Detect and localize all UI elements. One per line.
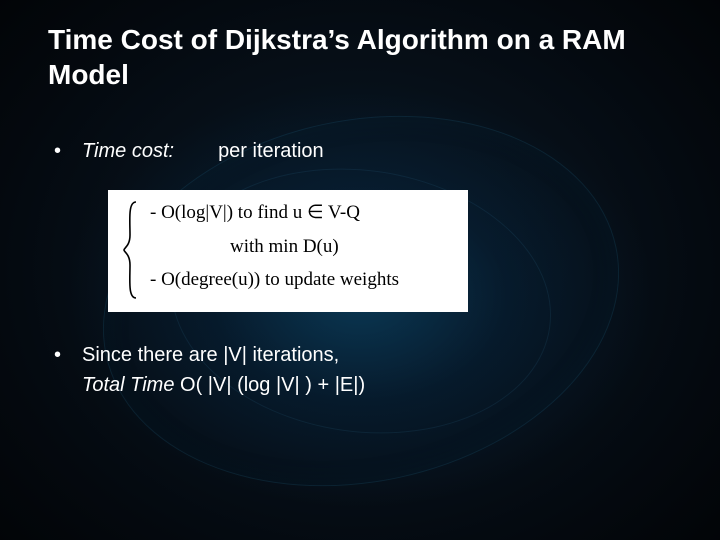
slide: Time Cost of Dijkstra’s Algorithm on a R… — [0, 0, 720, 540]
time-cost-tail: per iteration — [218, 136, 324, 166]
math-lines: - O(log|V|) to find u ∈ V-Q with min D(u… — [150, 200, 399, 300]
bullet-list-2: Since there are |V| iterations, Total Ti… — [48, 340, 680, 400]
bullet-list: Time cost: per iteration — [48, 136, 680, 166]
time-cost-label: Time cost: — [82, 136, 174, 166]
math-box: - O(log|V|) to find u ∈ V-Q with min D(u… — [108, 190, 468, 312]
total-time-line2: Total Time O( |V| (log |V| ) + |E|) — [82, 370, 680, 400]
math-line-1: - O(log|V|) to find u ∈ V-Q — [150, 200, 399, 226]
bullet-time-cost: Time cost: per iteration — [48, 136, 680, 166]
left-brace-icon — [122, 200, 140, 300]
math-line-2: with min D(u) — [150, 234, 399, 260]
slide-title: Time Cost of Dijkstra’s Algorithm on a R… — [48, 22, 668, 92]
total-time-prefix: Total Time — [82, 374, 174, 396]
bullet-time-cost-row: Time cost: per iteration — [82, 136, 680, 166]
total-time-tail: O( |V| (log |V| ) + |E|) — [174, 374, 365, 396]
total-time-line1: Since there are |V| iterations, — [82, 340, 680, 370]
bullet-total-time: Since there are |V| iterations, Total Ti… — [48, 340, 680, 400]
math-line-3: - O(degree(u)) to update weights — [150, 267, 399, 293]
